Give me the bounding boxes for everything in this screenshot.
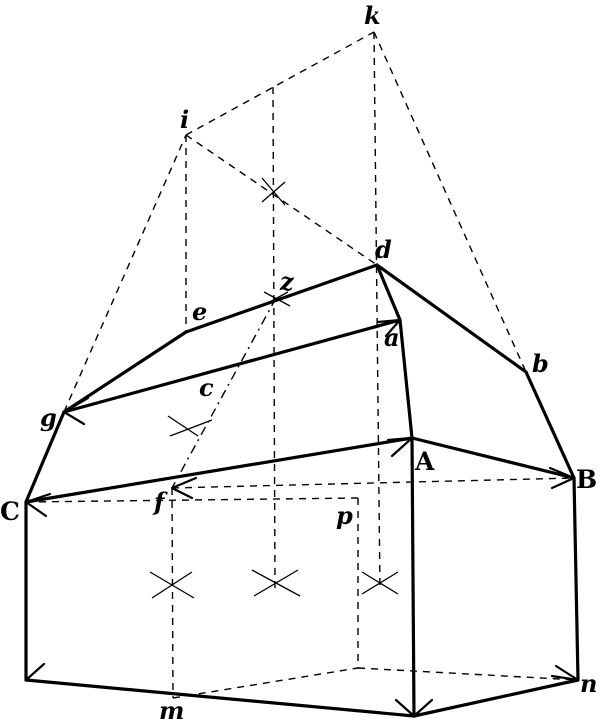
label-a: a — [384, 323, 400, 352]
label-p: p — [336, 501, 353, 530]
label-z: z — [279, 267, 295, 296]
tick-n — [550, 664, 580, 682]
label-m: m — [159, 696, 184, 721]
tick-C — [24, 492, 52, 518]
edge-g-a — [62, 318, 402, 414]
line-k-b — [373, 31, 527, 373]
label-B: B — [576, 465, 597, 494]
line-z-c-f — [171, 297, 277, 489]
vertex-ticks — [24, 318, 580, 718]
line-g-i — [63, 134, 187, 413]
tick-A — [386, 436, 414, 458]
cross-mark-f-low — [149, 571, 195, 599]
label-k: k — [364, 1, 381, 30]
edge-d-a — [375, 263, 402, 322]
tick-f — [170, 476, 198, 500]
cross-mark-right-low — [361, 571, 399, 595]
cross-mark-c — [167, 415, 213, 437]
label-d: d — [375, 235, 392, 264]
edge-C-A — [24, 436, 414, 504]
edge-b-B — [524, 370, 576, 480]
edge-B-n — [572, 476, 580, 682]
edge-a-A — [398, 318, 414, 440]
line-m-floor — [172, 667, 359, 699]
label-b: b — [532, 349, 549, 378]
line-k-vertical — [373, 31, 381, 591]
edge-g-C — [24, 410, 66, 504]
label-n: n — [580, 669, 597, 698]
construction-lines — [25, 31, 579, 699]
edge-d-b — [375, 263, 528, 374]
edge-e-d — [184, 263, 379, 334]
tick-g — [62, 396, 90, 426]
edge-g-e — [62, 330, 188, 414]
line-f-m — [171, 487, 174, 699]
tick-bottom-left — [24, 662, 52, 684]
edge-A-bottom — [410, 436, 416, 718]
line-floor-n — [357, 667, 579, 681]
label-g: g — [40, 403, 57, 432]
tick-bottom-mid — [394, 698, 434, 718]
label-c: c — [199, 373, 214, 402]
line-C-p — [25, 497, 359, 503]
tick-a — [376, 318, 402, 338]
label-i: i — [180, 105, 189, 134]
label-f: f — [152, 487, 168, 516]
line-i-k — [185, 31, 375, 136]
label-e: e — [192, 297, 207, 326]
cross-mark-midz — [261, 177, 286, 206]
line-f-B — [171, 477, 575, 489]
edge-bottom-left — [24, 678, 416, 718]
line-mid-vertical — [272, 86, 276, 591]
edge-bottom-right — [412, 678, 580, 718]
solid-edges — [24, 263, 580, 718]
tick-B — [548, 466, 576, 490]
edge-A-B — [410, 436, 576, 480]
label-A: A — [414, 447, 435, 476]
label-C: C — [0, 497, 20, 526]
cross-mark-mid-low — [251, 569, 301, 597]
